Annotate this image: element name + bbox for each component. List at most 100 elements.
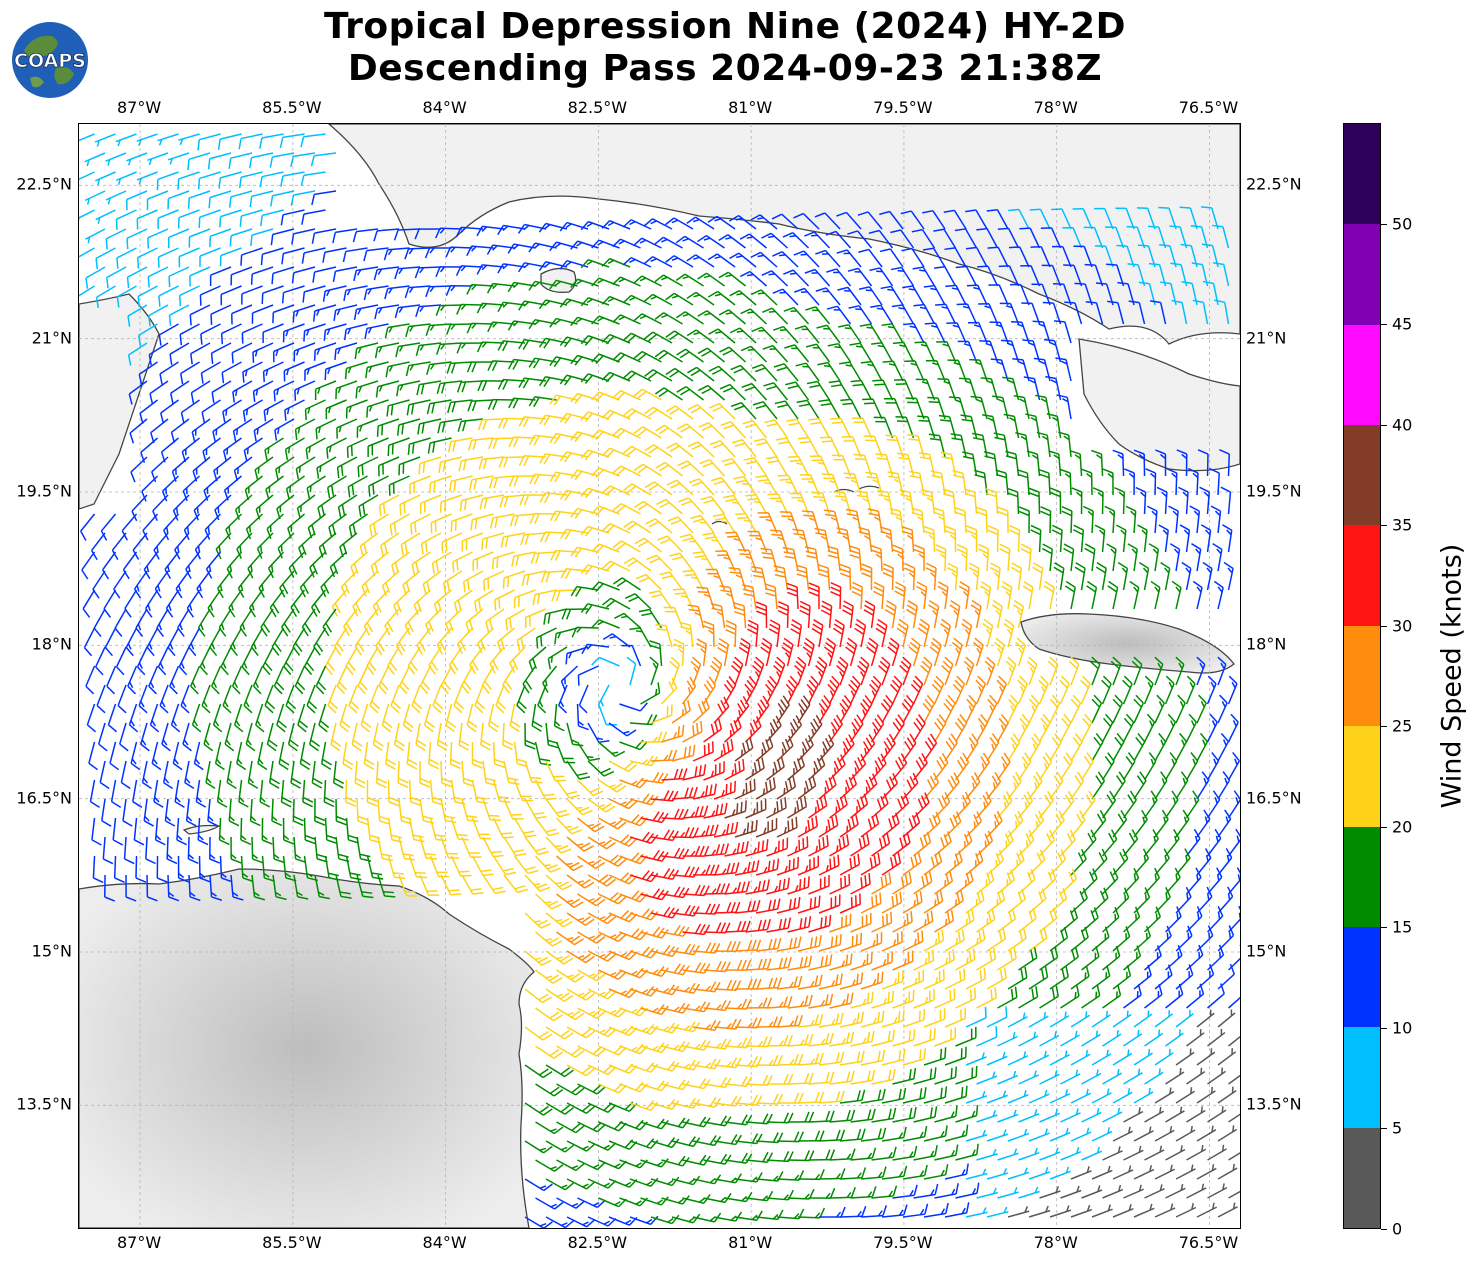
honduras-islands — [182, 824, 222, 835]
wind-barb — [91, 532, 106, 561]
wind-barb — [931, 675, 945, 705]
wind-barb — [900, 210, 925, 230]
wind-barb — [787, 876, 810, 895]
wind-barb — [238, 133, 263, 150]
wind-barb — [566, 798, 593, 816]
wind-barb — [524, 1178, 553, 1192]
wind-barb — [151, 456, 169, 483]
wind-barb — [202, 437, 221, 462]
wind-barb — [1122, 713, 1135, 743]
wind-barb — [577, 1045, 606, 1057]
wind-barb-map[interactable] — [79, 124, 1240, 1228]
wind-barb — [591, 315, 620, 325]
wind-barb — [718, 309, 747, 325]
wind-barb — [228, 152, 253, 169]
wind-barb — [520, 532, 547, 546]
wind-barb — [1217, 1009, 1236, 1028]
wind-barb — [532, 589, 557, 606]
wind-barb — [175, 570, 190, 599]
wind-barb — [357, 456, 379, 478]
wind-barb — [228, 798, 240, 827]
wind-barb — [629, 755, 659, 767]
wind-barb — [740, 345, 768, 363]
wind-barb — [697, 310, 725, 325]
wind-barb — [899, 656, 912, 686]
map-panel[interactable] — [78, 123, 1241, 1229]
wind-barb — [1081, 1146, 1103, 1161]
wind-barb — [922, 247, 946, 268]
wind-barb — [825, 230, 852, 249]
wind-barb — [783, 269, 810, 287]
wind-barb — [777, 1053, 804, 1066]
wind-barb — [724, 959, 752, 971]
wind-barb — [895, 416, 915, 439]
wind-barb — [629, 946, 659, 959]
wind-barb — [629, 908, 659, 921]
wind-barb — [965, 928, 986, 952]
wind-barb — [524, 836, 549, 856]
wind-barb — [106, 665, 117, 695]
wind-barb — [934, 949, 955, 971]
wind-barb — [690, 656, 702, 686]
wind-barb — [545, 950, 574, 965]
wind-barb — [450, 855, 472, 877]
wind-barb — [765, 675, 778, 705]
wind-barb — [1059, 468, 1072, 496]
wind-barb — [665, 292, 694, 306]
wind-barb — [1074, 562, 1086, 591]
wind-barb — [1060, 1185, 1082, 1199]
wind-barb — [135, 855, 147, 883]
wind-barb — [279, 133, 305, 149]
wind-barb — [161, 722, 171, 752]
wind-barb — [1158, 206, 1177, 230]
wind-barb — [855, 490, 873, 515]
wind-barb — [781, 637, 794, 667]
wind-barb — [1192, 299, 1209, 325]
wind-barb — [365, 361, 389, 379]
wind-barb — [1081, 1030, 1101, 1047]
wind-barb — [250, 627, 264, 656]
wind-barb — [429, 475, 452, 494]
wind-barb — [766, 1035, 793, 1047]
wind-barb — [1081, 468, 1093, 496]
wind-barb — [629, 985, 659, 997]
wind-barb — [1060, 985, 1080, 1009]
wind-barb — [826, 545, 841, 572]
wind-barb — [799, 473, 820, 496]
wind-barb — [190, 665, 201, 695]
wind-barb — [782, 231, 810, 249]
wind-barb — [598, 931, 627, 943]
wind-barb — [1228, 996, 1240, 1009]
wind-barb — [944, 929, 965, 952]
wind-barb — [313, 627, 327, 656]
wind-barb — [587, 950, 617, 962]
wind-barb — [1227, 713, 1239, 743]
wind-barb — [881, 1009, 905, 1028]
wind-barb — [1028, 1128, 1050, 1142]
wind-barb — [385, 361, 410, 378]
wind-barb — [242, 361, 263, 383]
wind-barb — [1175, 1164, 1196, 1180]
wind-barb — [114, 608, 127, 638]
wind-barb — [870, 544, 883, 572]
wind-barb — [797, 974, 823, 990]
wind-barb — [559, 451, 589, 463]
wind-barb — [187, 152, 211, 171]
wind-barb — [1015, 432, 1030, 458]
wind-barb — [1084, 263, 1104, 287]
lat-label-right: 19.5°N — [1246, 481, 1302, 501]
wind-barb — [1032, 562, 1044, 591]
wind-barb — [713, 821, 739, 838]
wind-barb — [254, 456, 274, 481]
wind-barb — [692, 697, 710, 724]
wind-barb — [703, 922, 731, 934]
wind-barb — [923, 1008, 946, 1028]
wind-barb — [529, 473, 557, 485]
wind-barb — [713, 780, 736, 800]
wind-barb — [458, 722, 470, 751]
wind-barb — [944, 247, 967, 268]
wind-barb — [902, 1203, 929, 1218]
wind-barb — [193, 741, 204, 771]
wind-barb — [1081, 1107, 1102, 1123]
wind-barb — [686, 291, 715, 306]
